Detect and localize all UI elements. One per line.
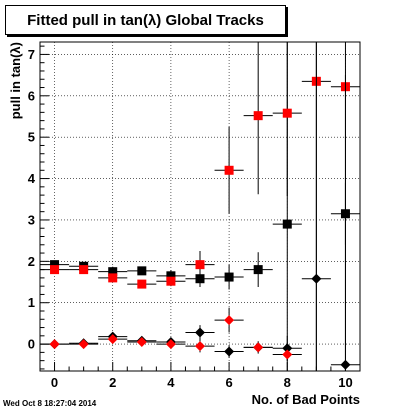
marker-square	[224, 165, 234, 175]
data-point	[40, 265, 70, 275]
y-tick-label: 1	[28, 295, 35, 310]
data-point	[156, 276, 186, 287]
data-point	[214, 345, 244, 358]
data-series	[40, 42, 360, 371]
grid	[40, 42, 360, 371]
series-1	[40, 42, 360, 371]
marker-diamond	[107, 334, 118, 345]
data-point	[243, 252, 273, 287]
y-tick-label: 6	[28, 88, 35, 103]
data-point	[214, 307, 244, 333]
marker-diamond	[195, 327, 205, 338]
series-2	[40, 42, 360, 371]
y-tick-label: 3	[28, 212, 35, 227]
data-point	[301, 42, 331, 371]
data-point	[185, 250, 215, 279]
chart-title: Fitted pull in tan(λ) Global Tracks	[5, 5, 286, 35]
marker-square	[224, 272, 234, 282]
marker-square	[166, 276, 176, 286]
data-point	[185, 325, 215, 340]
marker-square	[253, 111, 263, 121]
axis-ticks: 0 2 4 6 8 10 0 1 2 3 4 5 6 7	[28, 45, 353, 390]
marker-diamond	[224, 346, 235, 357]
data-point	[127, 279, 157, 289]
marker-square	[137, 266, 147, 276]
marker-diamond	[282, 349, 293, 360]
data-point	[243, 42, 273, 195]
y-tick-label: 5	[28, 130, 35, 145]
data-point	[98, 334, 128, 345]
data-point	[40, 339, 70, 350]
marker-diamond	[49, 339, 60, 350]
series-3	[40, 307, 302, 361]
y-axis-label: pull in tan(λ)	[8, 42, 23, 119]
marker-square	[166, 271, 176, 281]
marker-diamond	[311, 273, 322, 284]
x-tick-label: 4	[167, 375, 175, 390]
data-point	[156, 339, 186, 350]
marker-square	[195, 260, 205, 270]
marker-square	[108, 267, 118, 277]
data-point	[98, 273, 128, 283]
marker-square	[253, 265, 263, 275]
data-point	[69, 265, 99, 275]
marker-diamond	[165, 339, 176, 350]
x-tick-label: 8	[284, 375, 291, 390]
data-point	[69, 339, 99, 350]
y-tick-label: 4	[28, 171, 36, 186]
marker-square	[195, 274, 205, 284]
marker-square	[282, 219, 292, 229]
data-point	[330, 75, 360, 371]
x-tick-label: 10	[338, 375, 352, 390]
marker-diamond	[78, 339, 89, 350]
data-point	[243, 341, 273, 354]
x-tick-label: 6	[225, 375, 232, 390]
y-tick-label: 2	[28, 254, 35, 269]
marker-diamond	[340, 359, 351, 370]
data-point	[214, 264, 244, 290]
x-axis-label: No. of Bad Points	[252, 392, 360, 407]
marker-square	[282, 108, 292, 118]
data-point	[214, 126, 244, 214]
marker-diamond	[195, 341, 205, 352]
data-point	[272, 42, 302, 196]
marker-square	[50, 265, 60, 275]
data-point	[127, 337, 157, 348]
marker-diamond	[136, 337, 147, 348]
timestamp: Wed Oct 8 18:27:04 2014	[3, 399, 97, 408]
marker-diamond	[253, 342, 264, 353]
data-point	[185, 339, 215, 353]
y-tick-label: 7	[28, 47, 35, 62]
marker-diamond	[224, 315, 235, 326]
marker-square	[50, 260, 60, 270]
plot-frame	[39, 41, 361, 372]
data-point	[272, 348, 302, 361]
data-point	[127, 266, 157, 276]
x-tick-label: 0	[51, 375, 58, 390]
x-tick-label: 2	[109, 375, 116, 390]
marker-square	[137, 279, 147, 289]
series-0	[40, 42, 360, 371]
y-tick-label: 0	[28, 337, 35, 352]
marker-square	[79, 265, 89, 275]
marker-square	[108, 273, 118, 283]
